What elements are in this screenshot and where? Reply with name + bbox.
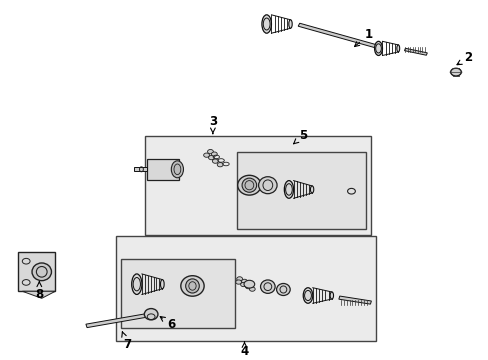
Circle shape [207, 149, 213, 154]
Ellipse shape [450, 68, 460, 76]
Text: 8: 8 [35, 282, 43, 301]
Ellipse shape [171, 161, 183, 178]
Ellipse shape [237, 175, 261, 195]
Circle shape [241, 279, 247, 283]
Ellipse shape [160, 280, 164, 289]
Ellipse shape [288, 20, 292, 28]
Circle shape [240, 282, 246, 287]
Ellipse shape [181, 276, 203, 296]
Polygon shape [404, 48, 427, 55]
Bar [237, 152, 366, 229]
Ellipse shape [329, 292, 333, 299]
Ellipse shape [32, 263, 51, 281]
Circle shape [208, 156, 214, 160]
Ellipse shape [131, 274, 142, 294]
Bar [116, 237, 375, 341]
Polygon shape [298, 23, 377, 48]
Bar [19, 252, 55, 291]
Ellipse shape [310, 186, 313, 193]
Circle shape [249, 287, 255, 291]
Circle shape [245, 284, 251, 289]
Text: 1: 1 [354, 28, 372, 46]
Circle shape [235, 280, 241, 284]
Text: 2: 2 [456, 51, 471, 65]
Bar [120, 260, 234, 328]
Circle shape [217, 163, 223, 167]
Polygon shape [133, 167, 147, 171]
Bar [147, 159, 179, 180]
Polygon shape [22, 291, 55, 298]
Text: 3: 3 [208, 115, 217, 134]
Text: 7: 7 [122, 332, 131, 351]
Circle shape [211, 152, 217, 156]
Ellipse shape [242, 178, 256, 192]
Text: 5: 5 [293, 129, 306, 144]
Ellipse shape [258, 177, 277, 194]
Ellipse shape [260, 280, 275, 293]
Ellipse shape [185, 279, 199, 293]
Ellipse shape [396, 45, 399, 52]
Bar [144, 136, 370, 235]
Polygon shape [338, 296, 370, 304]
Ellipse shape [284, 181, 293, 198]
Text: 6: 6 [160, 316, 175, 331]
Ellipse shape [244, 280, 254, 288]
Ellipse shape [144, 309, 158, 320]
Ellipse shape [374, 41, 382, 55]
Polygon shape [86, 314, 147, 328]
Ellipse shape [262, 15, 271, 33]
Ellipse shape [276, 283, 289, 296]
Circle shape [212, 159, 218, 163]
Circle shape [236, 277, 242, 281]
Ellipse shape [303, 288, 312, 303]
Circle shape [203, 153, 209, 157]
Text: 4: 4 [240, 342, 248, 358]
